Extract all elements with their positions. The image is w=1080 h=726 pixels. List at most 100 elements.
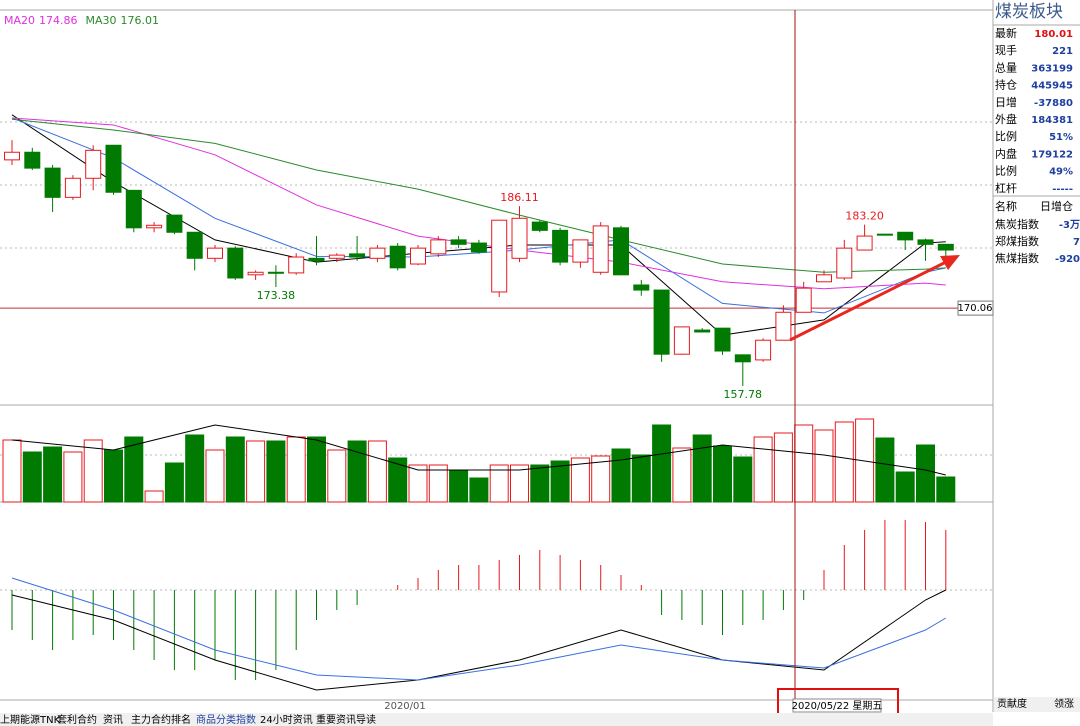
quote-panel: 煤炭板块 最新 180.01 现手 221 总量 363199 持仓 445945 日增 -378… — [993, 0, 1080, 712]
candle-body — [775, 311, 792, 341]
candle-body — [653, 289, 670, 355]
stat-label: 比例 — [995, 129, 1017, 143]
panel-tab[interactable]: 领涨 — [1054, 697, 1074, 710]
legend-name: MA20 — [4, 14, 35, 27]
volume-bar — [22, 451, 42, 503]
stat-value: 184381 — [1031, 115, 1073, 126]
candle-body — [430, 239, 447, 255]
cursor-date: 2020/05/22 星期五 — [792, 700, 883, 712]
arrow-head — [940, 255, 960, 270]
volume-bar — [936, 476, 956, 503]
volume-bar — [875, 437, 895, 503]
bottom-tab[interactable]: 主力合约排名 — [131, 713, 191, 726]
stat-label: 持仓 — [995, 78, 1017, 92]
bottom-tab[interactable]: 24小时资讯 — [260, 714, 313, 726]
candle-body — [4, 151, 20, 161]
stat-label: 外盘 — [995, 112, 1017, 126]
legend-value: 176.01 — [121, 14, 160, 27]
volume-bar — [428, 464, 448, 503]
stat-value: 51% — [1049, 132, 1073, 143]
row-name: 焦炭指数 — [995, 217, 1039, 231]
stat-label: 杠杆 — [995, 181, 1017, 195]
high-label: 186.11 — [500, 191, 539, 204]
candle-body — [673, 326, 690, 355]
volume-bar — [327, 449, 347, 503]
arrow-shaft — [789, 259, 949, 342]
candle-body — [511, 217, 528, 259]
kline-chart: 170.06 MA20 174.86 MA30 176.01 173.38 186.11 15… — [0, 14, 994, 691]
bottom-tab[interactable]: 重要资讯导读 — [316, 713, 376, 726]
volume-bar — [246, 440, 266, 503]
candle-body — [633, 284, 650, 291]
bottom-tab[interactable]: 套利合约 — [57, 713, 97, 726]
stat-label: 最新 — [995, 26, 1017, 40]
stat-value: 49% — [1049, 167, 1073, 178]
candle-body — [714, 327, 731, 352]
candle-body — [856, 235, 873, 251]
stat-label: 比例 — [995, 164, 1017, 178]
candle-body — [125, 189, 142, 229]
volume-bar — [733, 456, 753, 503]
row-value: -3万 — [1059, 219, 1080, 231]
candle-body — [613, 227, 629, 276]
candle-body — [166, 214, 183, 233]
row-value: 7 — [1073, 237, 1080, 248]
volume-bar — [266, 440, 286, 503]
candle-body — [491, 219, 508, 293]
volume-bar — [489, 464, 509, 503]
candle-body — [186, 231, 203, 259]
volume-bar — [388, 457, 408, 503]
low-label: 173.38 — [257, 289, 296, 302]
low-label: 157.78 — [724, 388, 763, 401]
candle-body — [937, 243, 954, 251]
volume-bar — [367, 440, 387, 503]
volume-bar — [408, 464, 428, 503]
candle-body — [592, 225, 609, 273]
volume-bar — [611, 448, 631, 503]
panel-title: 煤炭板块 — [995, 2, 1063, 22]
bottom-tab[interactable]: 商品分类指数 — [196, 713, 256, 726]
volume-bar — [449, 469, 469, 503]
stat-value: 180.01 — [1034, 29, 1073, 40]
volume-bar — [307, 436, 326, 503]
legend-value: 174.86 — [39, 14, 78, 27]
volume-bar — [631, 454, 651, 503]
high-label: 183.20 — [845, 210, 884, 223]
stat-value: 363199 — [1031, 63, 1073, 74]
candle-body — [24, 151, 41, 169]
candle-body — [572, 239, 589, 263]
stat-label: 内盘 — [995, 146, 1017, 160]
bottom-bar — [0, 713, 993, 726]
bottom-tab[interactable]: 上期能源TNK — [0, 713, 61, 726]
candle-body — [308, 257, 325, 262]
candle-body — [247, 271, 264, 276]
panel-tab[interactable]: 贡献度 — [997, 697, 1027, 710]
volume-bar — [753, 436, 773, 503]
stat-value: ----- — [1052, 184, 1073, 195]
volume-bar — [550, 460, 570, 503]
volume-bar — [814, 429, 834, 503]
candle-body — [410, 247, 426, 265]
bottom-tab[interactable]: 资讯 — [103, 714, 123, 726]
volume-bar — [104, 449, 123, 503]
volume-bar — [164, 462, 184, 503]
candle-body — [917, 239, 934, 245]
table-header: 日增仓 — [1040, 199, 1073, 213]
volume-bar — [83, 439, 103, 503]
volume-bar — [794, 424, 814, 503]
ref-label: 170.06 — [958, 303, 993, 314]
candle-body — [44, 167, 61, 198]
volume-bar — [692, 434, 712, 503]
macd-dea — [11, 577, 947, 681]
volume-bar — [773, 432, 793, 503]
candle-body — [694, 329, 711, 333]
candle-body — [876, 233, 893, 236]
cursor-date-box — [792, 698, 882, 713]
volume-bar — [225, 436, 245, 503]
candle-body — [64, 177, 81, 198]
ref-label-box — [957, 300, 994, 316]
candle-body — [531, 221, 548, 231]
volume-bar — [347, 440, 367, 503]
